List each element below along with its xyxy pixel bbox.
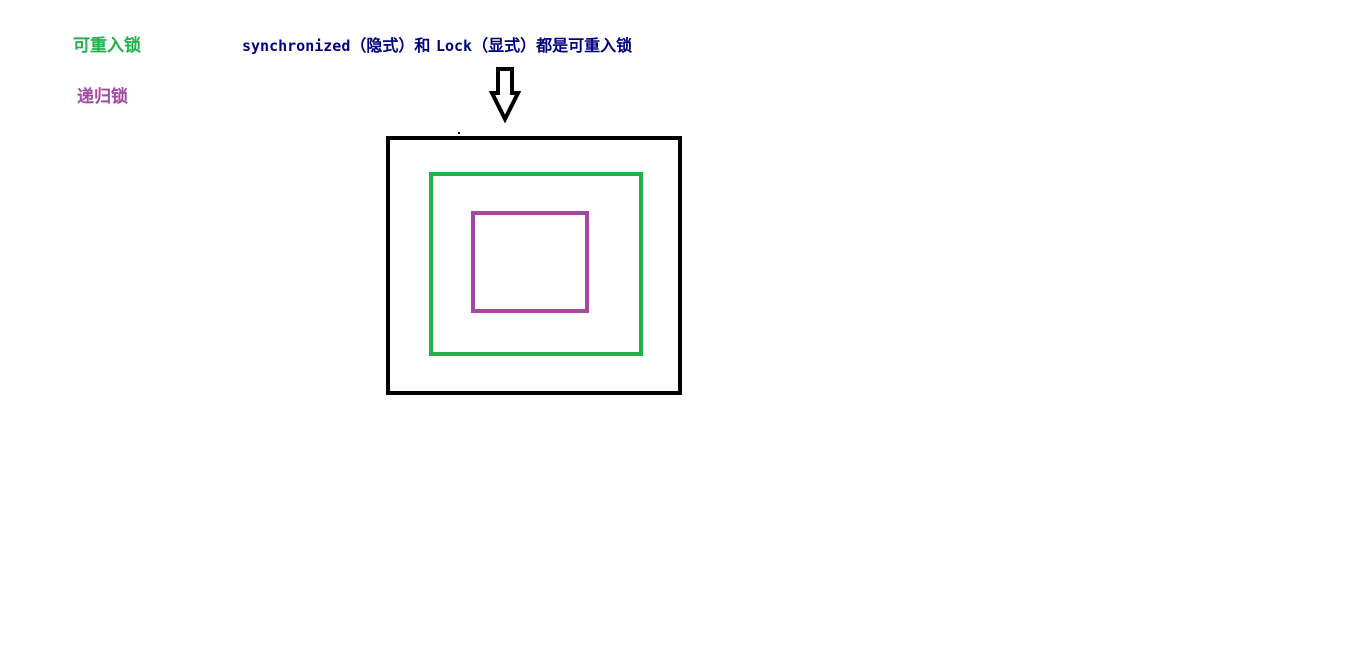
caption-note-implicit: （隐式）和 bbox=[350, 36, 436, 55]
tick-mark bbox=[458, 132, 460, 134]
legend-reentrant-lock: 可重入锁 bbox=[73, 36, 141, 56]
reentrant-lock-box bbox=[429, 172, 643, 356]
recursive-lock-box bbox=[471, 211, 589, 313]
legend-recursive-lock: 递归锁 bbox=[77, 87, 128, 107]
caption-keyword-synchronized: synchronized bbox=[242, 37, 351, 55]
caption-keyword-lock: Lock bbox=[435, 37, 473, 55]
down-arrow-icon bbox=[488, 67, 522, 124]
caption: synchronized（隐式）和 Lock（显式）都是可重入锁 bbox=[242, 36, 632, 56]
caption-note-explicit: （显式）都是可重入锁 bbox=[472, 36, 633, 55]
outer-lock-box bbox=[386, 136, 682, 395]
